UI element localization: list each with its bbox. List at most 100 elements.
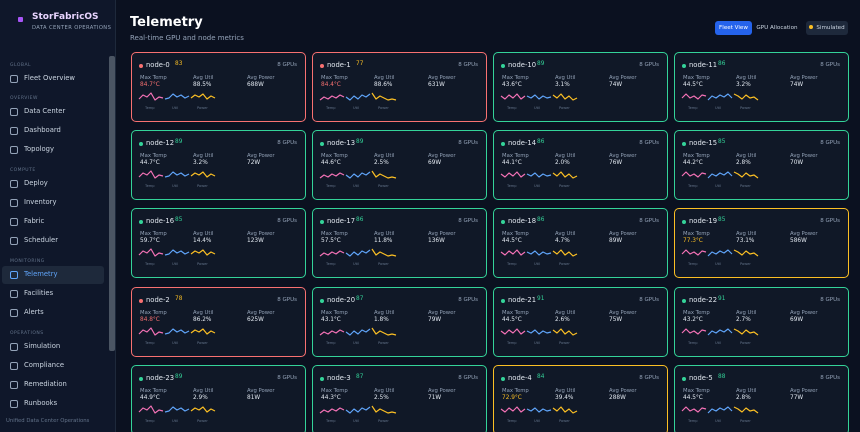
power-spark-label: Power [378, 106, 389, 110]
sidebar-item-simulation[interactable]: Simulation [2, 338, 104, 356]
avg-util-label: Avg Util [555, 153, 576, 159]
sidebar-item-dashboard[interactable]: Dashboard [2, 122, 104, 140]
power-sparkline [733, 328, 759, 336]
avg-util-value: 39.4% [555, 395, 574, 401]
avg-util-label: Avg Util [736, 310, 757, 316]
sidebar-item-compliance[interactable]: Compliance [2, 357, 104, 375]
node-card[interactable]: node-20 87 8 GPUs Max Temp Avg Util Avg Power… [312, 287, 487, 357]
max-temp-label: Max Temp [321, 153, 348, 159]
max-temp-value: 44.9°C [140, 395, 160, 401]
node-card[interactable]: node-23 89 8 GPUs Max Temp Avg Util Avg Power… [131, 365, 306, 432]
node-card[interactable]: node-18 86 8 GPUs Max Temp Avg Util Avg Power… [493, 208, 668, 278]
avg-util-value: 2.9% [193, 395, 208, 401]
node-score: 89 [537, 61, 545, 67]
sidebar-item-inventory[interactable]: Inventory [2, 194, 104, 212]
node-name: node-17 [327, 217, 356, 225]
util-spark-label: Util [353, 106, 360, 110]
avg-util-label: Avg Util [736, 153, 757, 159]
sidebar-item-scheduler[interactable]: Scheduler [2, 232, 104, 250]
max-temp-value: 44.6°C [321, 160, 341, 166]
wrench-icon [10, 381, 18, 389]
sidebar-item-runbooks[interactable]: Runbooks [2, 395, 104, 413]
temp-sparkline [138, 170, 164, 179]
gpu-count: 8 GPUs [639, 375, 659, 381]
node-card[interactable]: node-5 88 8 GPUs Max Temp Avg Util Avg Power 4… [674, 365, 849, 432]
node-card[interactable]: node-10 89 8 GPUs Max Temp Avg Util Avg Power… [493, 52, 668, 122]
max-temp-label: Max Temp [502, 75, 529, 81]
gpu-count: 8 GPUs [458, 140, 478, 146]
temp-sparkline [500, 249, 526, 256]
temp-sparkline [681, 171, 707, 178]
node-card[interactable]: node-12 89 8 GPUs Max Temp Avg Util Avg Power… [131, 130, 306, 200]
status-dot-icon [682, 220, 686, 224]
avg-util-value: 88.6% [374, 82, 393, 88]
node-card[interactable]: node-11 86 8 GPUs Max Temp Avg Util Avg Power… [674, 52, 849, 122]
power-spark-label: Power [559, 184, 570, 188]
node-name: node-4 [508, 374, 532, 382]
sidebar-item-label: Telemetry [24, 270, 58, 278]
gpu-allocation-button[interactable]: GPU Allocation [756, 25, 798, 31]
util-sparkline [707, 171, 733, 179]
temp-spark-label: Temp [145, 106, 155, 110]
avg-util-value: 86.2% [193, 317, 212, 323]
avg-power-label: Avg Power [609, 310, 637, 316]
power-sparkline [552, 171, 578, 179]
avg-util-label: Avg Util [555, 75, 576, 81]
simulated-badge[interactable]: Simulated [806, 21, 848, 35]
node-score: 86 [537, 139, 545, 145]
power-sparkline [371, 170, 397, 179]
avg-util-label: Avg Util [555, 388, 576, 394]
sidebar-scrollbar[interactable] [109, 56, 115, 351]
node-card[interactable]: node-14 86 8 GPUs Max Temp Avg Util Avg Power… [493, 130, 668, 200]
node-card[interactable]: node-4 84 8 GPUs Max Temp Avg Util Avg Power 7… [493, 365, 668, 432]
power-spark-label: Power [740, 419, 751, 423]
max-temp-value: 44.7°C [140, 160, 160, 166]
util-sparkline [164, 93, 190, 100]
node-card[interactable]: node-19 85 8 GPUs Max Temp Avg Util Avg Power… [674, 208, 849, 278]
sidebar-item-label: Fabric [24, 217, 45, 225]
util-sparkline [526, 329, 552, 335]
server-icon [10, 108, 18, 116]
avg-util-value: 3.2% [193, 160, 208, 166]
brand[interactable]: StorFabricOS Data Center Operations [10, 12, 111, 48]
gpu-count: 8 GPUs [820, 375, 840, 381]
sidebar-item-facilities[interactable]: Facilities [2, 285, 104, 303]
max-temp-label: Max Temp [140, 231, 167, 237]
avg-util-value: 2.7% [736, 317, 751, 323]
sidebar-item-label: Inventory [24, 198, 57, 206]
node-card[interactable]: node-16 85 8 GPUs Max Temp Avg Util Avg Power… [131, 208, 306, 278]
util-sparkline [707, 406, 733, 414]
sidebar: StorFabricOS Data Center Operations Glob… [0, 0, 116, 432]
fleet-view-button[interactable]: Fleet View [715, 21, 752, 35]
sidebar-item-data-center[interactable]: Data Center [2, 103, 104, 121]
fabric-icon [10, 218, 18, 226]
node-score: 89 [175, 374, 183, 380]
sidebar-item-alerts[interactable]: Alerts [2, 304, 104, 322]
status-dot-icon [139, 64, 143, 68]
node-card[interactable]: node-13 89 8 GPUs Max Temp Avg Util Avg Power… [312, 130, 487, 200]
max-temp-value: 43.2°C [683, 317, 703, 323]
node-card[interactable]: node-1 77 8 GPUs Max Temp Avg Util Avg Power 8… [312, 52, 487, 122]
sidebar-item-fleet-overview[interactable]: Fleet Overview [2, 70, 104, 88]
node-card[interactable]: node-17 86 8 GPUs Max Temp Avg Util Avg Power… [312, 208, 487, 278]
util-spark-label: Util [172, 419, 179, 423]
node-name: node-15 [689, 139, 718, 147]
sidebar-item-fabric[interactable]: Fabric [2, 213, 104, 231]
avg-util-value: 2.6% [555, 317, 570, 323]
node-card[interactable]: node-0 83 8 GPUs Max Temp Avg Util Avg Power 8… [131, 52, 306, 122]
node-card[interactable]: node-2 78 8 GPUs Max Temp Avg Util Avg Power 8… [131, 287, 306, 357]
node-card[interactable]: node-15 85 8 GPUs Max Temp Avg Util Avg Power… [674, 130, 849, 200]
sidebar-item-topology[interactable]: Topology [2, 141, 104, 159]
node-card[interactable]: node-22 91 8 GPUs Max Temp Avg Util Avg Power… [674, 287, 849, 357]
temp-spark-label: Temp [688, 106, 698, 110]
node-card[interactable]: node-3 87 8 GPUs Max Temp Avg Util Avg Power 4… [312, 365, 487, 432]
sidebar-item-telemetry[interactable]: Telemetry [2, 266, 104, 284]
max-temp-value: 44.3°C [321, 395, 341, 401]
sidebar-item-deploy[interactable]: Deploy [2, 175, 104, 193]
avg-power-label: Avg Power [609, 231, 637, 237]
util-sparkline [345, 406, 371, 414]
node-card[interactable]: node-21 91 8 GPUs Max Temp Avg Util Avg Power… [493, 287, 668, 357]
util-spark-label: Util [353, 184, 360, 188]
sidebar-item-remediation[interactable]: Remediation [2, 376, 104, 394]
power-sparkline [733, 171, 759, 179]
